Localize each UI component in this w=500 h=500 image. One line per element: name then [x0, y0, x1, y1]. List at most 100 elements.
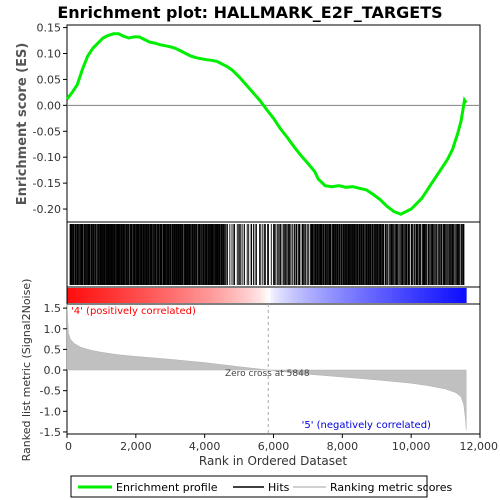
es-panel-frame — [66, 24, 481, 223]
colorbar-cell — [164, 288, 168, 303]
colorbar-cell — [187, 288, 192, 303]
colorbar-cell — [456, 288, 460, 303]
colorbar-cell — [282, 288, 286, 303]
colorbar-cell — [359, 288, 363, 303]
colorbar-cell — [465, 288, 467, 303]
colorbar-cell — [400, 288, 404, 303]
colorbar-cell — [444, 288, 448, 303]
colorbar-cell — [323, 288, 327, 303]
colorbar-cell — [376, 288, 381, 303]
colorbar-cell — [199, 288, 204, 303]
colorbar-cell — [252, 288, 257, 303]
colorbar-cell — [297, 288, 301, 303]
colorbar-cell — [264, 288, 268, 303]
colorbar-cell — [205, 288, 209, 303]
colorbar-cell — [409, 288, 413, 303]
colorbar-cell — [406, 288, 410, 303]
colorbar-cell — [120, 288, 124, 303]
colorbar-cell — [418, 288, 422, 303]
x-tick-label: 12,000 — [460, 440, 499, 453]
colorbar-cell — [196, 288, 201, 303]
colorbar-cell — [69, 288, 74, 303]
colorbar-cell — [134, 288, 139, 303]
colorbar-cell — [370, 288, 375, 303]
colorbar-cell — [267, 288, 271, 303]
colorbar-cell — [356, 288, 360, 303]
colorbar-cell — [276, 288, 280, 303]
colorbar-cell — [438, 288, 443, 303]
colorbar-cell — [211, 288, 215, 303]
x-ticks: 0 2,000 4,000 6,000 8,000 10,000 12,000 — [65, 434, 498, 453]
negative-label: '5' (negatively correlated) — [302, 420, 431, 431]
metric-area — [66, 303, 467, 430]
colorbar-cell — [111, 288, 115, 303]
colorbar-cell — [350, 288, 354, 303]
es-y-tick-label: 0.10 — [37, 48, 62, 61]
colorbar-cell — [149, 288, 153, 303]
colorbar-cell — [344, 288, 348, 303]
positive-label: '4' (positively correlated) — [71, 306, 196, 317]
metric-y-axis-label: Ranked list metric (Signal2Noise) — [20, 279, 33, 462]
colorbar-cell — [193, 288, 198, 303]
colorbar-cell — [152, 288, 156, 303]
es-y-tick-label: -0.15 — [33, 177, 61, 190]
colorbar-cell — [161, 288, 165, 303]
colorbar-cell — [217, 288, 221, 303]
colorbar-cell — [176, 288, 180, 303]
colorbar-cell — [403, 288, 407, 303]
colorbar-cell — [117, 288, 121, 303]
metric-y-ticks: 1.5 1.0 0.5 0.0 -0.5 -1.0 -1.5 — [40, 302, 67, 439]
colorbar-cell — [84, 288, 89, 303]
colorbar-cell — [341, 288, 345, 303]
colorbar-cell — [96, 288, 100, 303]
colorbar-cell — [447, 288, 451, 303]
hits-group — [69, 224, 465, 285]
colorbar-cell — [347, 288, 351, 303]
colorbar-cell — [435, 288, 440, 303]
colorbar-cell — [208, 288, 212, 303]
colorbar-cell — [415, 288, 419, 303]
colorbar-cell — [429, 288, 434, 303]
metric-y-tick-label: 0.0 — [44, 364, 62, 377]
colorbar-cell — [432, 288, 437, 303]
colorbar-cell — [235, 288, 239, 303]
colorbar-cell — [421, 288, 425, 303]
colorbar-cell — [179, 288, 183, 303]
colorbar-cell — [329, 288, 333, 303]
colorbar-cell — [126, 288, 130, 303]
colorbar-cell — [441, 288, 445, 303]
x-tick-label: 10,000 — [392, 440, 431, 453]
colorbar-cell — [75, 288, 80, 303]
colorbar-cell — [93, 288, 97, 303]
colorbar-cell — [335, 288, 339, 303]
colorbar-cell — [102, 288, 106, 303]
colorbar-cell — [158, 288, 162, 303]
metric-y-tick-label: -1.5 — [40, 426, 61, 439]
metric-y-tick-label: -0.5 — [40, 385, 61, 398]
colorbar-cell — [397, 288, 401, 303]
colorbar-cell — [105, 288, 109, 303]
colorbar-cell — [140, 288, 145, 303]
colorbar-cell — [155, 288, 159, 303]
colorbar-cell — [246, 288, 251, 303]
es-y-tick-label: -0.05 — [33, 125, 61, 138]
colorbar-cell — [190, 288, 195, 303]
legend-hits-label: Hits — [268, 481, 290, 494]
colorbar-cell — [81, 288, 86, 303]
zero-cross-label: Zero cross at 5848 — [225, 369, 310, 379]
colorbar-cell — [338, 288, 342, 303]
colorbar-cell — [308, 288, 313, 303]
colorbar-cell — [450, 288, 454, 303]
colorbar-cell — [167, 288, 171, 303]
colorbar-cell — [311, 288, 316, 303]
colorbar-cell — [373, 288, 378, 303]
x-axis-label: Rank in Ordered Dataset — [199, 454, 347, 468]
colorbar-cell — [185, 288, 189, 303]
es-y-tick-label: 0.05 — [37, 73, 62, 86]
colorbar-cell — [108, 288, 112, 303]
colorbar-cell — [223, 288, 227, 303]
colorbar-cell — [241, 288, 245, 303]
colorbar-cell — [202, 288, 207, 303]
colorbar-cell — [137, 288, 142, 303]
